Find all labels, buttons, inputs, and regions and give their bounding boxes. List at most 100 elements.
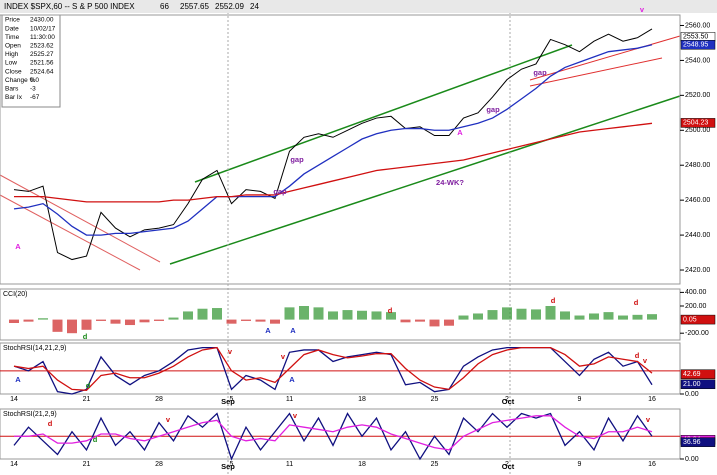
info-box [1,14,61,108]
annotation: d [86,381,91,390]
x-tick-label: 5 [230,396,234,403]
annotation: gap [533,68,547,77]
series-line [14,122,653,203]
y-tick-label: 2420.00 [685,267,710,274]
bar [168,317,179,320]
channel-line [0,174,161,263]
bar [110,319,121,324]
channel-line [194,44,573,183]
channel-line [529,35,681,81]
annotation: A [15,375,21,384]
bar [574,315,585,320]
annotation: A [265,326,271,335]
panel [0,288,681,341]
annotation: Oct [502,462,515,471]
y-tick-label: 200.00 [685,303,707,310]
bar [212,308,222,320]
annotation: d [93,435,98,444]
value-tag-label: 21.00 [683,381,701,388]
info-panel: Price 2430.00 Date 10/02/17 Time 11:30:00 Open… [1,14,61,108]
bar [125,319,135,326]
value-tag [680,379,716,390]
value-tag [680,118,716,128]
annotation: v [646,415,651,424]
header: INDEX $SPX,60 -- S & P 500 INDEX 66 2557… [0,0,717,13]
panel [0,408,681,460]
series-line [13,44,653,236]
info-label: Change % [5,77,36,84]
y-tick-label: 2460.00 [685,197,710,204]
bar [458,315,469,320]
x-tick-label: 25 [431,461,439,468]
annotation: gap [486,105,500,114]
x-tick-label: 28 [155,396,163,403]
y-tick-label: 2500.00 [685,127,710,134]
panel-title: CCI(20) [3,291,28,298]
bar [531,309,541,320]
x-tick-label: 9 [578,461,582,468]
bar [270,319,280,324]
x-tick-label: 18 [358,461,366,468]
bar [23,319,34,322]
info-value: 2521.56 [30,60,54,67]
x-tick-label: 5 [230,461,234,468]
info-value: -67 [30,94,40,101]
y-tick-label: 400.00 [685,289,707,296]
y-tick-label: 0.00 [685,391,699,398]
channels [0,0,681,475]
y-tick-label: 2440.00 [685,232,710,239]
bar [154,319,164,321]
bar [545,306,556,320]
annotation: v [166,415,171,424]
annotation: d [83,332,88,341]
y-tick-label: 2520.00 [685,92,710,99]
x-tick-label: 11 [286,396,293,403]
x-tick-label: 25 [431,396,439,403]
bar [473,313,483,320]
info-value: 2523.62 [30,43,54,50]
annotation: A [290,326,296,335]
value-tag [680,40,716,50]
bar [255,319,266,322]
info-label: Low [5,60,17,67]
x-tick-label: 14 [10,461,18,468]
bar [241,319,251,321]
series-line [13,412,653,461]
bar [603,312,614,320]
bar [415,319,425,322]
bar [197,308,208,320]
bar [647,314,657,320]
bar [487,310,498,320]
bar [502,307,512,320]
info-value: -3 [30,86,36,93]
annotation: d [551,296,556,305]
info-value: 11:30:00 [30,34,55,41]
bar [183,311,193,320]
bar [52,319,63,332]
annotation: Oct [502,397,515,406]
value-tag-label: 2504.23 [683,120,708,127]
info-label: Time [5,34,20,41]
bar [357,310,367,320]
bar [67,319,77,334]
bar [429,319,440,327]
bar [632,314,643,320]
y-tick-label: 2560.00 [685,22,710,29]
info-label: Bar Ix [5,94,23,101]
annotation: Sep [221,462,235,471]
annotation: A [15,242,21,251]
series-line [13,28,653,261]
info-label: High [5,51,19,58]
annotation: d [634,298,639,307]
bar [299,306,309,320]
x-tick-label: 14 [10,396,18,403]
bar [9,319,19,323]
toolbar [0,0,717,13]
bar [139,319,150,323]
x-tick-label: 16 [648,396,656,403]
panel [0,14,681,285]
channel-line [169,95,681,265]
annotation: v [643,356,648,365]
annotation: 24-WK? [436,178,464,187]
bar [386,312,396,320]
